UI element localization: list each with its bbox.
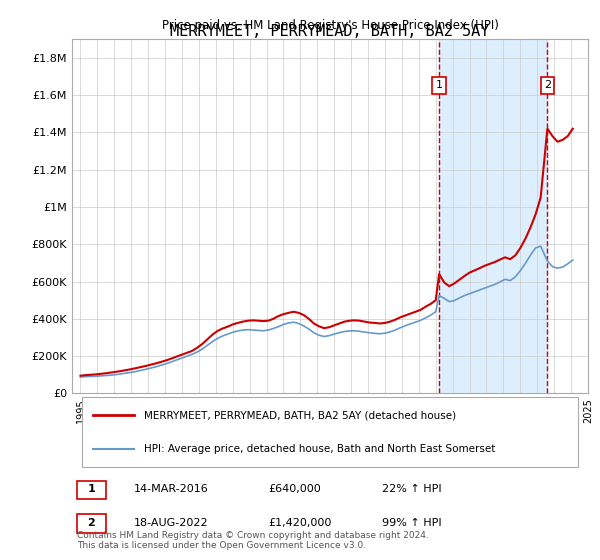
Text: 99% ↑ HPI: 99% ↑ HPI xyxy=(382,517,441,528)
Text: 14-MAR-2016: 14-MAR-2016 xyxy=(134,484,209,494)
Text: £1,420,000: £1,420,000 xyxy=(268,517,331,528)
Text: 2: 2 xyxy=(544,80,551,90)
Bar xyxy=(439,39,547,393)
Title: MERRYMEET, PERRYMEAD, BATH, BA2 5AY: MERRYMEET, PERRYMEAD, BATH, BA2 5AY xyxy=(170,24,490,39)
Text: Contains HM Land Registry data © Crown copyright and database right 2024.
This d: Contains HM Land Registry data © Crown c… xyxy=(77,531,429,550)
FancyBboxPatch shape xyxy=(77,514,106,533)
Text: 1: 1 xyxy=(436,80,443,90)
Text: 18-AUG-2022: 18-AUG-2022 xyxy=(134,517,209,528)
Text: HPI: Average price, detached house, Bath and North East Somerset: HPI: Average price, detached house, Bath… xyxy=(144,444,496,454)
Text: £640,000: £640,000 xyxy=(268,484,321,494)
Text: 22% ↑ HPI: 22% ↑ HPI xyxy=(382,484,441,494)
FancyBboxPatch shape xyxy=(82,397,578,467)
FancyBboxPatch shape xyxy=(77,480,106,499)
Text: Price paid vs. HM Land Registry's House Price Index (HPI): Price paid vs. HM Land Registry's House … xyxy=(161,19,499,32)
Text: 2: 2 xyxy=(87,517,95,528)
Text: 1: 1 xyxy=(87,484,95,494)
Text: MERRYMEET, PERRYMEAD, BATH, BA2 5AY (detached house): MERRYMEET, PERRYMEAD, BATH, BA2 5AY (det… xyxy=(144,410,457,420)
